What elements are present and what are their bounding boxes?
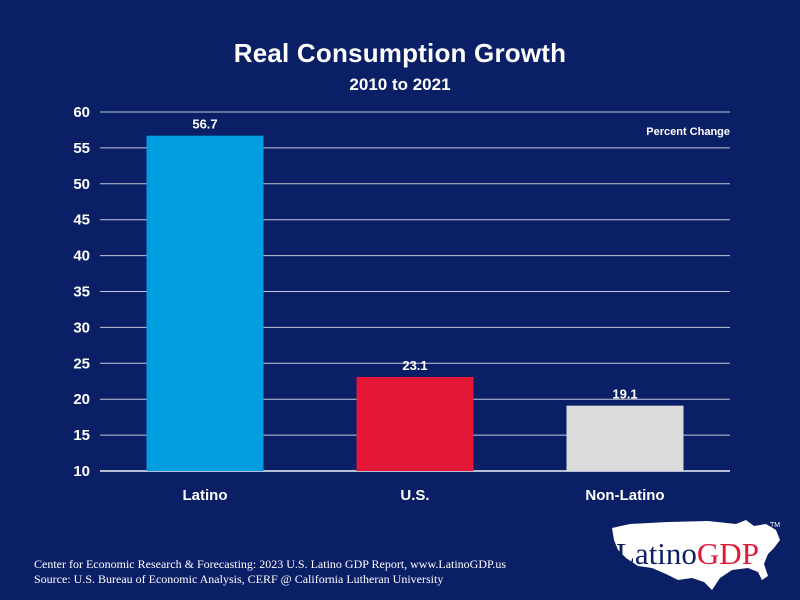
bar-latino [146,135,264,471]
unit-label: Percent Change [646,126,730,138]
latinogdp-logo: LatinoGDP TM [608,518,788,592]
x-tick-label: U.S. [400,487,429,504]
footer-notes: Center for Economic Research & Forecasti… [34,557,506,587]
y-tick-label: 40 [73,248,90,265]
y-tick-label: 50 [73,176,90,193]
y-tick-label: 30 [73,319,90,336]
trademark-mark: TM [770,522,781,529]
bar-u-s [356,376,474,471]
chart-subtitle: 2010 to 2021 [349,75,451,94]
bar-non-latino [566,405,684,471]
data-labels: 56.7 23.1 19.1 [192,117,637,402]
y-tick-label: 45 [73,212,90,229]
y-tick-label: 20 [73,391,90,408]
y-tick-label: 60 [73,104,90,121]
data-label: 56.7 [192,117,217,132]
y-tick-label: 55 [73,140,90,157]
logo-wordmark: LatinoGDP [616,536,759,571]
usa-map-icon [612,520,780,590]
x-axis-ticks: Latino U.S. Non-Latino [183,487,665,504]
footer-source: Source: U.S. Bureau of Economic Analysis… [34,572,444,586]
data-label: 19.1 [612,387,637,402]
chart-title: Real Consumption Growth [233,38,567,68]
data-label: 23.1 [402,358,427,373]
y-axis-ticks: 10 15 20 25 30 35 40 45 50 55 60 [73,104,90,480]
bar-chart: 10 15 20 25 30 35 40 45 50 55 60 56.7 23.1 19.1 Lati… [73,104,730,504]
footer-citation: Center for Economic Research & Forecasti… [34,557,507,571]
x-tick-label: Non-Latino [585,487,664,504]
y-tick-label: 15 [73,427,90,444]
y-tick-label: 10 [73,463,90,480]
x-tick-label: Latino [183,487,228,504]
y-tick-label: 35 [73,284,90,301]
y-tick-label: 25 [73,355,90,372]
bars [146,135,684,471]
